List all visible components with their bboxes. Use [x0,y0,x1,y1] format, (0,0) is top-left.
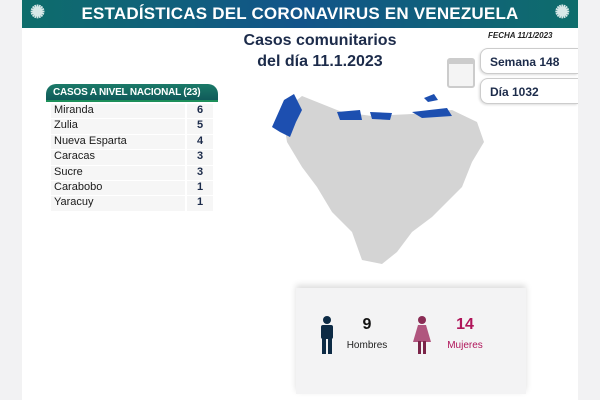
week-badge: Semana 148 [480,48,578,74]
map-carabobo-yaracuy [337,110,362,120]
case-count: 4 [185,134,213,151]
table-row: Zulia 5 [51,119,213,135]
state-name: Zulia [51,119,185,135]
map-sucre [412,108,452,118]
date-label: FECHA 11/1/2023 [488,31,553,40]
map-country [282,96,484,264]
men-count: 9 [362,316,372,333]
state-name: Miranda [51,104,185,120]
title-line-2: del día 11.1.2023 [257,53,383,70]
venezuela-map [272,94,484,264]
table-row: Carabobo 1 [51,180,213,197]
day-badge: Día 1032 [480,78,578,104]
calendar-icon [447,58,475,88]
case-count: 3 [185,165,213,181]
woman-icon [413,316,431,354]
table-row: Sucre 3 [51,165,213,181]
map-zulia [272,94,302,137]
case-count: 1 [185,180,213,197]
case-count: 3 [185,150,213,166]
case-count: 5 [185,119,213,135]
state-name: Yaracuy [51,196,185,212]
case-count: 1 [185,196,213,212]
gender-panel [296,288,526,394]
women-count: 14 [456,316,474,333]
men-label: Hombres [346,340,388,351]
state-name: Caracas [51,150,185,166]
virus-icon: ✺ [554,2,570,22]
cases-table: Miranda 6 Zulia 5 Nueva Esparta 4 Caracas 3 … [51,104,213,212]
table-row: Yaracuy 1 [51,196,213,212]
table-header: CASOS A NIVEL NACIONAL (23) [46,84,218,102]
banner-title: ESTADÍSTICAS DEL CORONAVIRUS EN VENEZUEL… [81,4,519,23]
state-name: Carabobo [51,180,185,197]
title-line-1: Casos comunitarios [243,32,397,49]
man-icon [321,316,333,354]
women-label: Mujeres [447,340,483,351]
table-row: Nueva Esparta 4 [51,134,213,151]
banner: ✺ ESTADÍSTICAS DEL CORONAVIRUS EN VENEZU… [22,0,578,28]
virus-icon: ✺ [30,2,46,22]
map-caracas-miranda [370,112,392,120]
state-name: Nueva Esparta [51,134,185,151]
map-nueva-esparta [424,94,438,102]
state-name: Sucre [51,165,185,181]
table-row: Caracas 3 [51,150,213,166]
table-row: Miranda 6 [51,104,213,120]
case-count: 6 [185,104,213,120]
page-title: Casos comunitarios del día 11.1.2023 [200,30,440,72]
